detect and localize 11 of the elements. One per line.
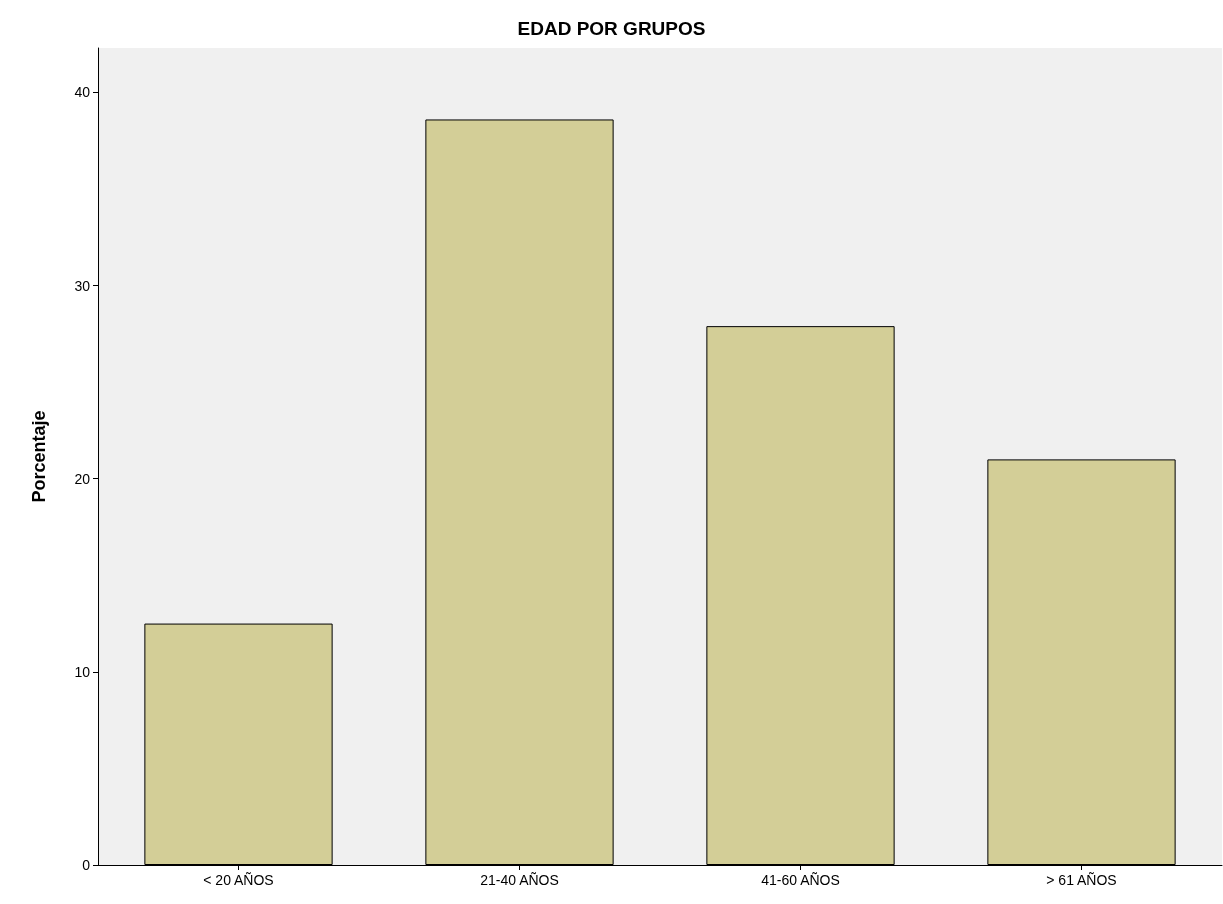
y-tick-label: 10 bbox=[74, 663, 91, 680]
y-axis-title: Porcentaje bbox=[29, 410, 49, 503]
x-tick-label: > 61 AÑOS bbox=[1046, 872, 1117, 888]
y-tick-label: 20 bbox=[74, 470, 91, 487]
y-tick-label: 30 bbox=[74, 277, 91, 294]
y-tick-label: 40 bbox=[74, 84, 91, 101]
chart-title: EDAD POR GRUPOS bbox=[517, 18, 706, 39]
y-tick-label: 0 bbox=[82, 857, 91, 873]
x-tick-label: 41-60 AÑOS bbox=[761, 872, 840, 888]
x-tick-label: < 20 AÑOS bbox=[203, 872, 274, 888]
x-tick-label: 21-40 AÑOS bbox=[480, 872, 559, 888]
